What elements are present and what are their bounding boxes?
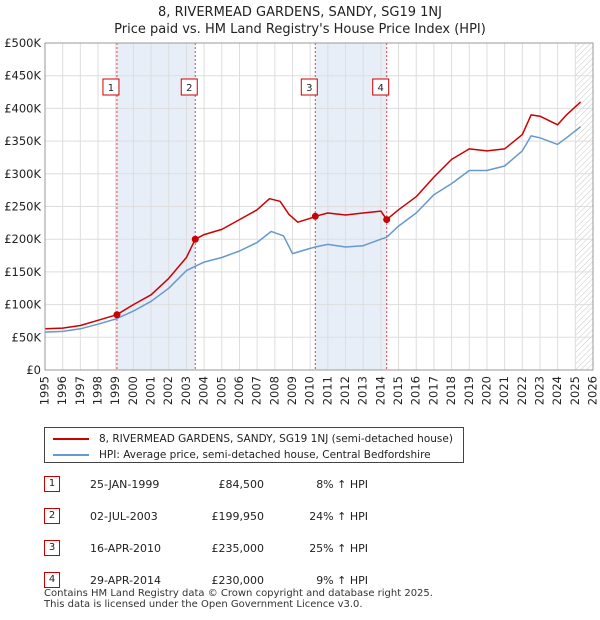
x-tick-label: 1997 <box>73 376 87 405</box>
sale-number-badge: 3 <box>44 540 60 556</box>
x-tick-label: 2010 <box>303 376 317 405</box>
footer-line-1: Contains HM Land Registry data © Crown c… <box>44 588 433 599</box>
sale-hpi-change: 8% ↑ HPI <box>316 478 368 491</box>
legend-item-hpi: HPI: Average price, semi-detached house,… <box>53 447 463 463</box>
x-tick-label: 1995 <box>38 376 52 405</box>
chart-title: 8, RIVERMEAD GARDENS, SANDY, SG19 1NJ Pr… <box>0 4 600 38</box>
x-tick-label: 2018 <box>444 376 458 405</box>
sale-date: 16-APR-2010 <box>90 542 162 555</box>
sale-label-box-3 <box>300 78 318 96</box>
title-line-1: 8, RIVERMEAD GARDENS, SANDY, SG19 1NJ <box>158 5 442 20</box>
sale-price: £84,500 <box>218 478 265 491</box>
x-tick-label: 2004 <box>197 376 211 405</box>
sale-number-badge: 4 <box>44 572 60 588</box>
x-tick-label: 2013 <box>356 376 370 405</box>
x-tick-label: 2026 <box>586 376 600 405</box>
sale-date: 02-JUL-2003 <box>90 510 158 523</box>
x-tick-label: 2025 <box>568 376 582 405</box>
sale-point-4 <box>383 216 391 224</box>
y-tick-label: £0 <box>26 363 41 377</box>
sale-number-badge: 2 <box>44 508 60 524</box>
sale-hpi-change: 25% ↑ HPI <box>309 542 368 555</box>
y-tick-label: £100K <box>4 298 41 312</box>
x-tick-label: 2019 <box>462 376 476 405</box>
sale-point-2 <box>191 235 199 243</box>
sale-row-2: 2 02-JUL-2003 £199,950 24% ↑ HPI <box>44 508 484 528</box>
x-tick-label: 2016 <box>409 376 423 405</box>
x-tick-label: 1996 <box>55 376 69 405</box>
sale-price: £230,000 <box>211 574 265 587</box>
footer-attribution: Contains HM Land Registry data © Crown c… <box>44 588 433 610</box>
sale-number-badge: 1 <box>44 476 60 492</box>
x-tick-label: 2005 <box>214 376 228 405</box>
y-tick-label: £350K <box>4 134 41 148</box>
legend-hpi-label: HPI: Average price, semi-detached house,… <box>99 449 431 461</box>
x-tick-label: 2014 <box>373 376 387 405</box>
sale-hpi-change: 9% ↑ HPI <box>316 574 368 587</box>
sale-label-box-4 <box>372 78 390 96</box>
x-tick-label: 2011 <box>320 376 334 405</box>
x-tick-label: 2006 <box>232 376 246 405</box>
x-tick-label: 2020 <box>479 376 493 405</box>
sale-row-3: 3 16-APR-2010 £235,000 25% ↑ HPI <box>44 540 484 560</box>
x-tick-label: 2024 <box>550 376 564 405</box>
sale-date: 29-APR-2014 <box>90 574 162 587</box>
x-tick-label: 2002 <box>161 376 175 405</box>
sale-row-1: 1 25-JAN-1999 £84,500 8% ↑ HPI <box>44 476 484 496</box>
x-tick-label: 2021 <box>497 376 511 405</box>
sale-point-1 <box>113 311 121 319</box>
sale-price: £235,000 <box>211 542 265 555</box>
x-tick-label: 2022 <box>515 376 529 405</box>
y-tick-label: £200K <box>4 232 41 246</box>
x-tick-label: 2009 <box>285 376 299 405</box>
x-tick-label: 2015 <box>391 376 405 405</box>
y-tick-label: £50K <box>12 330 42 344</box>
sale-label-text-4: 4 <box>378 83 384 94</box>
x-tick-label: 2023 <box>532 376 546 405</box>
x-tick-label: 2008 <box>267 376 281 405</box>
y-tick-label: £500K <box>4 36 41 50</box>
y-tick-label: £450K <box>4 69 41 83</box>
sale-price: £199,950 <box>211 510 265 523</box>
footer-line-2: This data is licensed under the Open Gov… <box>44 599 363 610</box>
sale-label-box-1 <box>102 78 120 96</box>
legend-item-property: 8, RIVERMEAD GARDENS, SANDY, SG19 1NJ (s… <box>53 431 463 447</box>
x-tick-label: 2001 <box>144 376 158 405</box>
x-tick-label: 2007 <box>250 376 264 405</box>
title-line-2: Price paid vs. HM Land Registry's House … <box>114 22 486 37</box>
sale-row-4: 4 29-APR-2014 £230,000 9% ↑ HPI <box>44 572 484 592</box>
price-chart: 1 2 3 4 £0 £50K £100K £150K £200K £250K £300K £350K… <box>4 36 600 405</box>
y-tick-label: £150K <box>4 265 41 279</box>
x-tick-label: 2003 <box>179 376 193 405</box>
x-tick-label: 2017 <box>426 376 440 405</box>
y-tick-label: £250K <box>4 200 41 214</box>
y-tick-label: £400K <box>4 101 41 115</box>
legend-property-swatch <box>53 438 89 440</box>
hpi-line <box>44 126 582 333</box>
plot-frame <box>44 42 594 371</box>
legend-property-label: 8, RIVERMEAD GARDENS, SANDY, SG19 1NJ (s… <box>99 433 453 445</box>
sale-label-text-3: 3 <box>306 83 312 94</box>
sale-label-box-2 <box>180 78 198 96</box>
sale-date: 25-JAN-1999 <box>90 478 160 491</box>
sale-label-text-1: 1 <box>108 83 114 94</box>
sale-hpi-change: 24% ↑ HPI <box>309 510 368 523</box>
sale-label-text-2: 2 <box>186 83 192 94</box>
x-tick-label: 2012 <box>338 376 352 405</box>
x-tick-label: 1999 <box>108 376 122 405</box>
sale-point-3 <box>311 212 319 220</box>
chart-legend: 8, RIVERMEAD GARDENS, SANDY, SG19 1NJ (s… <box>44 427 464 463</box>
x-tick-label: 2000 <box>126 376 140 405</box>
x-tick-label: 1998 <box>91 376 105 405</box>
y-tick-label: £300K <box>4 167 41 181</box>
legend-hpi-swatch <box>53 454 89 456</box>
